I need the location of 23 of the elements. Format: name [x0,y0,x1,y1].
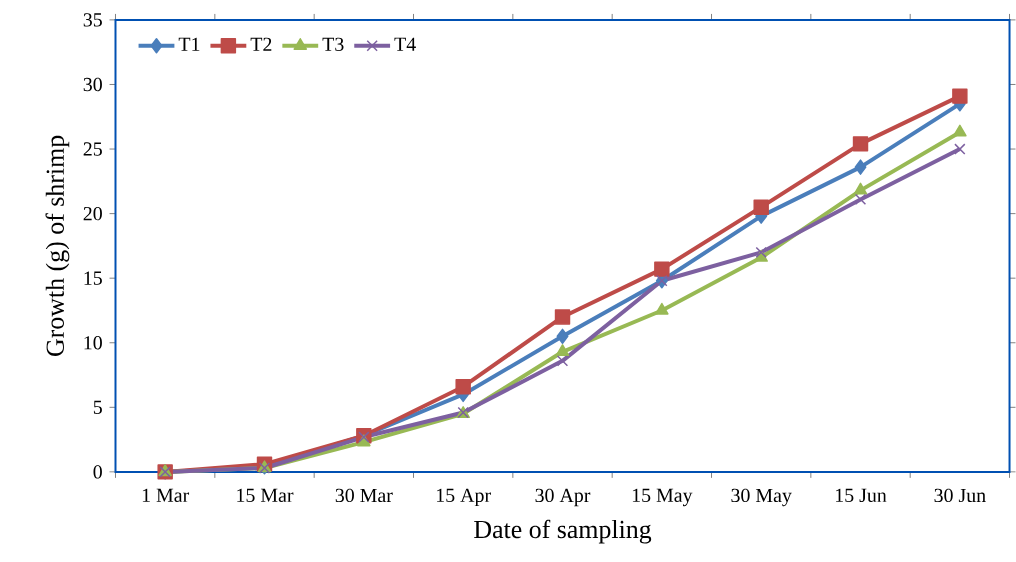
x-tick-label: 15 Mar [237,488,294,503]
x-tick-label: 1 Mar [142,488,190,503]
legend-label: T1 [178,37,200,52]
x-axis-title: Date of sampling [474,519,652,544]
y-tick-label: 15 [84,271,102,286]
legend-label: T3 [322,37,344,52]
y-axis-title: Growth (g) of shrimp [45,136,70,357]
y-tick-label: 30 [83,78,102,92]
x-tick-label: 30 Apr [535,488,591,507]
x-tick-label: 30 Mar [335,488,393,503]
y-tick-label: 25 [83,142,102,156]
y-tick-label: 10 [84,336,102,350]
y-tick-label: 0 [93,465,102,479]
x-tick-label: 15 Apr [437,488,491,507]
x-tick-label: 15 May [632,488,693,507]
legend-label: T2 [250,37,272,52]
x-tick-label: 30 May [731,488,792,507]
y-tick-label: 35 [83,13,102,27]
y-tick-label: 20 [83,207,102,221]
legend-label: T4 [394,37,416,52]
y-tick-label: 5 [93,400,102,415]
x-tick-label: 15 Jun [836,488,887,503]
x-tick-label: 30 Jun [934,488,986,503]
